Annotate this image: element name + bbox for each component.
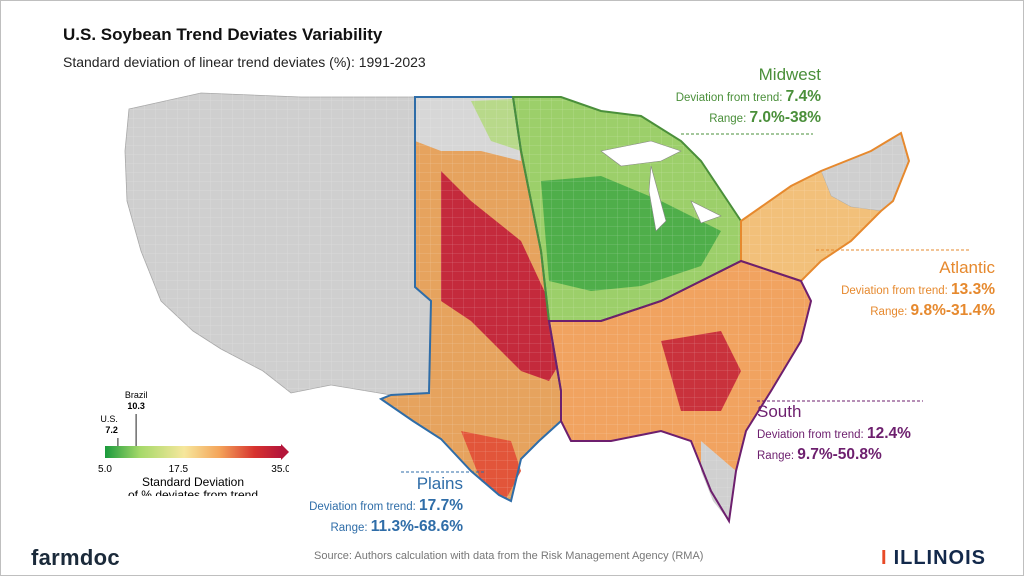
south-label: South Deviation from trend: 12.4% Range:… — [757, 402, 927, 464]
atlantic-deviation-value: 13.3% — [951, 281, 995, 298]
legend-tick-mid: 17.5 — [169, 464, 189, 475]
atlantic-deviation-label: Deviation from trend: — [841, 285, 948, 297]
midwest-range-value: 7.0%-38% — [749, 109, 821, 126]
plains-deviation-value: 17.7% — [419, 497, 463, 514]
atlantic-range-value: 9.8%-31.4% — [910, 302, 995, 319]
south-range-value: 9.7%-50.8% — [797, 446, 882, 463]
legend-tick-min: 5.0 — [98, 464, 112, 475]
legend-tick-max: 35.0 — [271, 464, 289, 475]
legend-colorbar — [105, 446, 281, 458]
plains-range-label: Range: — [330, 522, 368, 534]
legend-marker-name: U.S. — [100, 414, 118, 424]
atlantic-name: Atlantic — [939, 258, 995, 277]
source-note: Source: Authors calculation with data fr… — [314, 550, 704, 562]
legend-marker-value: 7.2 — [105, 425, 118, 435]
midwest-label: Midwest Deviation from trend: 7.4% Range… — [641, 65, 821, 127]
south-name: South — [757, 402, 802, 421]
plains-range-value: 11.3%-68.6% — [370, 518, 463, 535]
midwest-deviation-label: Deviation from trend: — [675, 92, 783, 104]
plains-deviation-label: Deviation from trend: — [309, 501, 416, 513]
south-deviation-value: 12.4% — [866, 425, 911, 442]
map-subtitle: Standard deviation of linear trend devia… — [63, 54, 426, 70]
illinois-logo: I ILLINOIS — [881, 547, 986, 570]
great-lakes — [600, 140, 722, 232]
map-title: U.S. Soybean Trend Deviates Variability — [63, 25, 383, 44]
plains-label: Plains Deviation from trend: 17.7% Range… — [281, 474, 463, 536]
illinois-wordmark: ILLINOIS — [893, 547, 987, 569]
atlantic-range-label: Range: — [870, 306, 908, 318]
midwest-range-label: Range: — [709, 113, 747, 125]
midwest-deviation-value: 7.4% — [785, 88, 821, 105]
legend-title-line1: Standard Deviation — [142, 475, 244, 489]
illinois-i-icon: I — [881, 547, 888, 569]
atlantic-label: Atlantic Deviation from trend: 13.3% Ran… — [801, 258, 995, 320]
plains-name: Plains — [416, 474, 463, 493]
legend-marker-name: Brazil — [125, 390, 148, 400]
south-outline — [547, 259, 813, 524]
south-range-label: Range: — [757, 450, 795, 462]
legend-marker-value: 10.3 — [127, 401, 145, 411]
legend-arrow-icon — [281, 444, 289, 460]
south-deviation-label: Deviation from trend: — [757, 429, 864, 441]
legend-title-line2: of % deviates from trend — [128, 488, 258, 496]
farmdoc-logo: farmdoc — [31, 545, 120, 570]
midwest-name: Midwest — [758, 65, 821, 84]
